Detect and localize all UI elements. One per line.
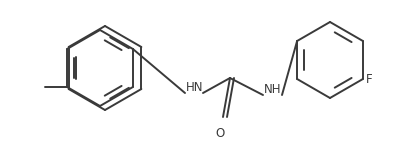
Text: HN: HN	[186, 81, 204, 94]
Text: NH: NH	[264, 83, 281, 96]
Text: F: F	[366, 72, 373, 86]
Text: O: O	[215, 127, 224, 140]
